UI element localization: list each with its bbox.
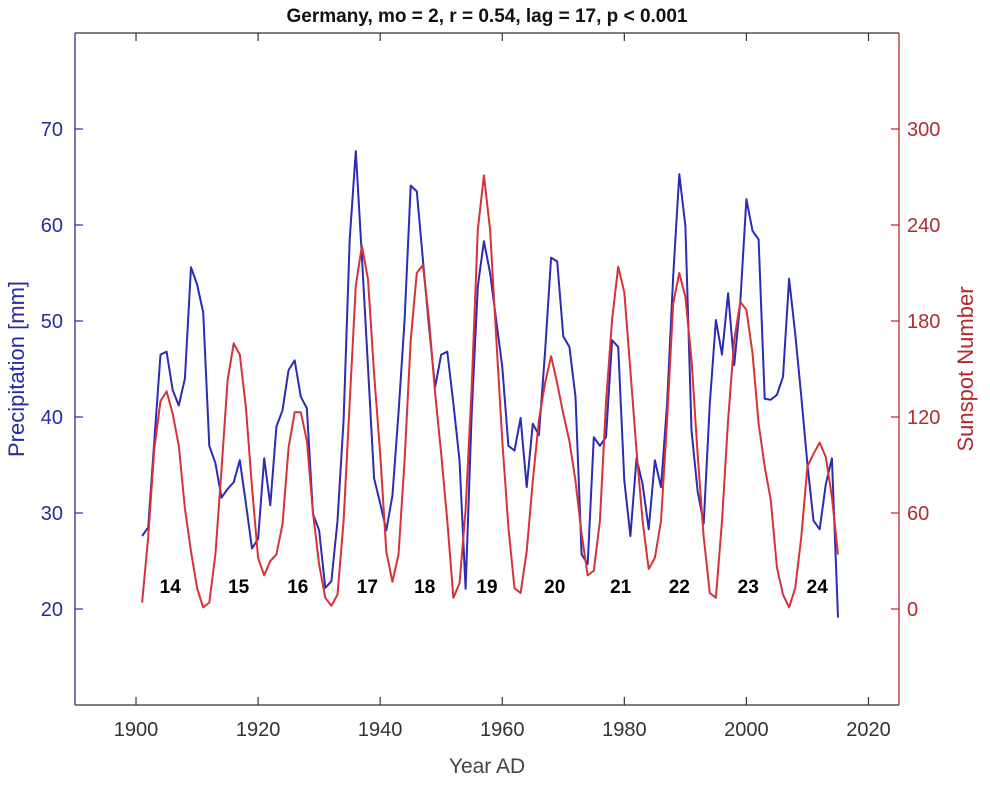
sunspot-line xyxy=(141,174,839,609)
x-tick-label: 1900 xyxy=(114,719,159,741)
chart-title: Germany, mo = 2, r = 0.54, lag = 17, p <… xyxy=(287,6,688,27)
cycle-label: 14 xyxy=(160,577,182,598)
cycle-label: 18 xyxy=(414,577,435,598)
y-left-tick-label: 70 xyxy=(41,119,63,141)
plot-area xyxy=(141,150,839,618)
x-tick-label: 2020 xyxy=(846,719,891,741)
y-right-tick-label: 60 xyxy=(907,503,929,525)
y-left-tick-label: 20 xyxy=(41,599,63,621)
precipitation-line xyxy=(141,150,839,618)
cycle-label: 19 xyxy=(476,577,497,598)
y-right-axis-label: Sunspot Number xyxy=(953,286,978,451)
x-tick-label: 1980 xyxy=(602,719,647,741)
y-left-tick-label: 40 xyxy=(41,407,63,429)
cycle-label: 17 xyxy=(357,577,378,598)
cycle-label: 21 xyxy=(610,577,632,598)
y-left-axis-label: Precipitation [mm] xyxy=(4,281,29,457)
y-right-tick-label: 120 xyxy=(907,407,940,429)
x-tick-label: 2000 xyxy=(724,719,769,741)
y-left-tick-label: 30 xyxy=(41,503,63,525)
cycle-label: 15 xyxy=(228,577,250,598)
x-tick-label: 1920 xyxy=(236,719,281,741)
y-right-tick-label: 0 xyxy=(907,599,918,621)
cycle-label: 24 xyxy=(807,577,829,598)
x-axis-label: Year AD xyxy=(449,755,525,778)
x-tick-label: 1960 xyxy=(480,719,525,741)
cycle-label: 20 xyxy=(544,577,565,598)
y-right-tick-label: 240 xyxy=(907,215,940,237)
y-left-tick-label: 60 xyxy=(41,215,63,237)
cycle-label: 23 xyxy=(738,577,759,598)
y-left-tick-label: 50 xyxy=(41,311,63,333)
cycle-label: 16 xyxy=(287,577,308,598)
y-right-tick-label: 300 xyxy=(907,119,940,141)
cycle-label: 22 xyxy=(669,577,690,598)
axes: 1900 1920 1940 1960 1980 2000 2020203040506070… xyxy=(41,32,940,741)
y-right-tick-label: 180 xyxy=(907,311,940,333)
cycle-annotations: 14 15 16 17 18 19 20 21 22 23 24 xyxy=(160,577,829,598)
x-tick-label: 1940 xyxy=(358,719,403,741)
